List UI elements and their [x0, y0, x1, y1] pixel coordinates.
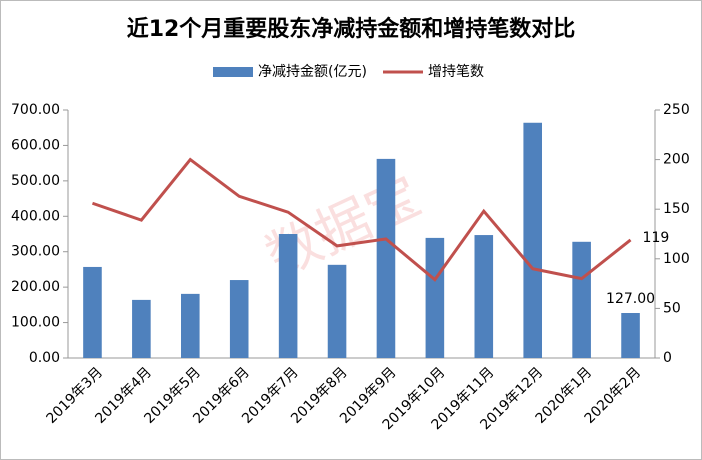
y2-tick-label: 250 — [663, 102, 690, 118]
legend-label: 净减持金额(亿元) — [258, 64, 367, 80]
y2-tick-label: 150 — [663, 201, 690, 217]
bar — [376, 158, 396, 358]
y2-tick-label: 200 — [663, 152, 690, 168]
bar — [523, 122, 543, 358]
y-tick-label: 500.00 — [11, 173, 60, 189]
bar — [621, 313, 640, 358]
bar — [425, 237, 445, 358]
bar — [572, 241, 591, 358]
y-tick-label: 400.00 — [11, 208, 60, 224]
y-tick-label: 0.00 — [29, 350, 60, 366]
line-value-label: 119 — [643, 230, 670, 246]
y2-tick-label: 100 — [663, 251, 690, 267]
y-tick-label: 200.00 — [11, 279, 60, 295]
legend-swatch — [213, 67, 253, 77]
y-tick-label: 300.00 — [11, 244, 60, 260]
line — [91, 157, 632, 282]
y-tick-label: 100.00 — [11, 315, 60, 331]
bar — [83, 266, 102, 358]
bar — [327, 264, 347, 358]
y2-tick-label: 0 — [663, 350, 672, 366]
chart-title: 近12个月重要股东净减持金额和增持笔数对比 — [127, 16, 576, 42]
y-tick-label: 600.00 — [11, 137, 60, 153]
y2-tick-label: 50 — [663, 300, 681, 316]
bar — [132, 299, 151, 358]
bar — [180, 293, 200, 358]
bar — [229, 280, 249, 358]
bar-value-label: 127.00 — [606, 291, 655, 307]
bar — [474, 235, 494, 358]
legend-label: 增持笔数 — [428, 64, 484, 80]
y-tick-label: 700.00 — [11, 102, 60, 118]
bar — [278, 234, 298, 358]
